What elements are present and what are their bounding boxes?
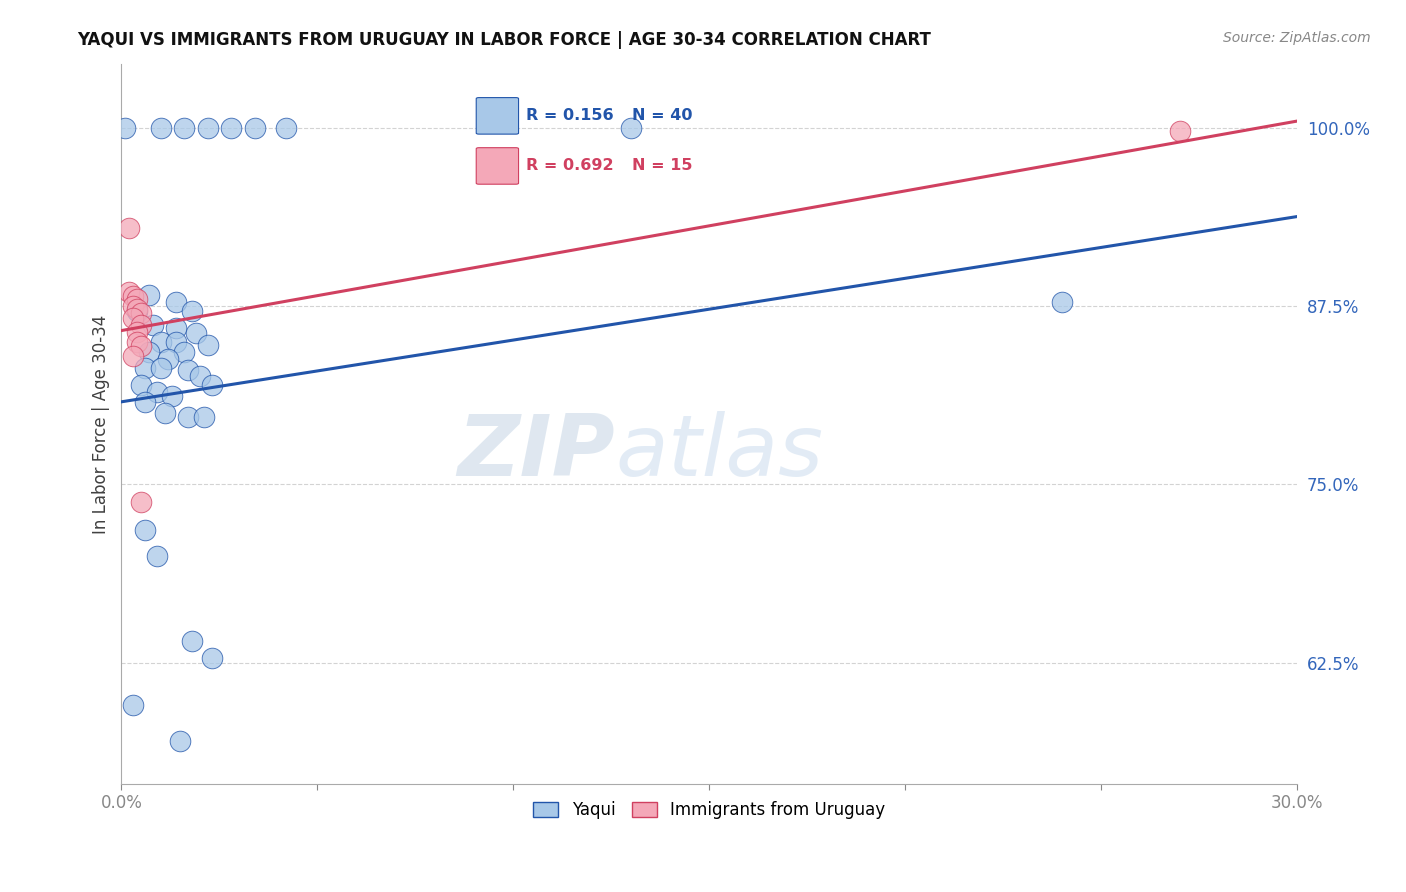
Point xyxy=(184,326,207,341)
Point xyxy=(243,121,266,136)
Point xyxy=(122,698,145,713)
Point xyxy=(620,121,643,136)
Text: atlas: atlas xyxy=(616,411,824,494)
Point xyxy=(129,339,152,353)
Legend: Yaqui, Immigrants from Uruguay: Yaqui, Immigrants from Uruguay xyxy=(527,795,891,826)
Point xyxy=(169,734,191,748)
Point xyxy=(145,549,167,563)
Point xyxy=(142,318,165,332)
Point xyxy=(122,349,145,363)
Point xyxy=(1050,295,1073,310)
Point xyxy=(200,377,222,392)
Point xyxy=(181,634,204,648)
Point xyxy=(181,303,204,318)
Point xyxy=(1168,124,1191,138)
Point xyxy=(122,299,145,313)
Point xyxy=(127,325,149,339)
Point xyxy=(134,523,156,537)
Text: YAQUI VS IMMIGRANTS FROM URUGUAY IN LABOR FORCE | AGE 30-34 CORRELATION CHART: YAQUI VS IMMIGRANTS FROM URUGUAY IN LABO… xyxy=(77,31,931,49)
Point xyxy=(173,345,195,359)
Text: Source: ZipAtlas.com: Source: ZipAtlas.com xyxy=(1223,31,1371,45)
Point xyxy=(153,406,176,420)
Point xyxy=(122,289,145,303)
Point xyxy=(145,384,167,399)
Point xyxy=(138,288,160,302)
Point xyxy=(177,410,200,425)
Point xyxy=(118,221,141,235)
Point xyxy=(193,410,215,425)
Point xyxy=(127,302,149,317)
Point xyxy=(129,494,152,508)
Point xyxy=(162,389,184,403)
Point xyxy=(114,121,136,136)
Point xyxy=(122,310,145,325)
Point xyxy=(127,334,149,349)
Text: ZIP: ZIP xyxy=(457,411,616,494)
Point xyxy=(197,338,219,352)
Point xyxy=(274,121,297,136)
Point xyxy=(149,360,172,375)
Point xyxy=(165,334,187,349)
Point xyxy=(149,121,172,136)
Point xyxy=(188,369,211,384)
Point xyxy=(165,320,187,334)
Point xyxy=(173,121,195,136)
Point xyxy=(138,345,160,359)
Point xyxy=(165,295,187,310)
Point xyxy=(149,334,172,349)
Point xyxy=(129,377,152,392)
Y-axis label: In Labor Force | Age 30-34: In Labor Force | Age 30-34 xyxy=(93,314,110,533)
Point xyxy=(219,121,242,136)
Point xyxy=(177,363,200,377)
Point xyxy=(127,292,149,306)
Point xyxy=(134,360,156,375)
Point xyxy=(134,394,156,409)
Point xyxy=(197,121,219,136)
Point xyxy=(127,303,149,318)
Point xyxy=(129,306,152,320)
Point xyxy=(157,352,180,367)
Point xyxy=(129,318,152,332)
Point xyxy=(200,651,222,665)
Point xyxy=(118,285,141,299)
